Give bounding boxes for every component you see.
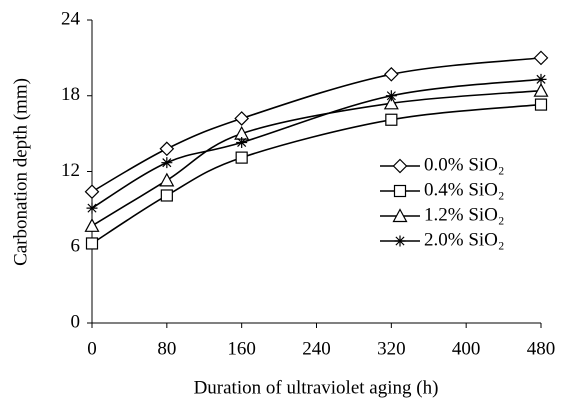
marker <box>84 184 100 200</box>
marker <box>392 208 408 223</box>
marker <box>159 141 175 157</box>
y-tick-label: 24 <box>61 8 81 29</box>
marker <box>393 184 407 198</box>
series-line <box>91 57 542 193</box>
marker <box>86 202 98 214</box>
legend-label: 1.2% SiO₂ <box>424 204 505 225</box>
legend-label: 2.0% SiO₂ <box>424 229 505 250</box>
x-tick-label: 80 <box>157 338 176 359</box>
marker <box>533 82 549 97</box>
series-line <box>91 103 542 245</box>
x-tick-label: 320 <box>377 338 406 359</box>
marker <box>235 151 248 164</box>
marker <box>236 136 248 148</box>
marker <box>392 158 408 174</box>
marker <box>535 73 547 85</box>
series-line <box>91 78 542 209</box>
marker <box>85 237 99 250</box>
x-tick-label: 160 <box>227 338 256 359</box>
legend-label: 0.4% SiO₂ <box>424 179 505 200</box>
marker <box>534 98 548 111</box>
marker <box>84 218 100 232</box>
x-axis-label: Duration of ultraviolet aging (h) <box>194 377 439 398</box>
marker <box>394 235 406 247</box>
marker <box>161 157 173 169</box>
marker <box>160 189 173 202</box>
x-tick-label: 480 <box>527 338 556 359</box>
series-line <box>91 89 542 227</box>
x-tick-label: 240 <box>302 338 331 359</box>
y-axis-label: Carbonation depth (mm) <box>10 78 31 266</box>
y-tick-label: 6 <box>71 236 81 257</box>
marker <box>383 66 399 82</box>
marker <box>159 172 175 187</box>
marker <box>385 90 397 102</box>
marker <box>383 95 399 110</box>
marker <box>385 113 398 126</box>
marker <box>234 111 250 126</box>
y-tick-label: 18 <box>61 84 80 105</box>
x-tick-label: 400 <box>452 338 481 359</box>
y-tick-label: 12 <box>61 160 80 181</box>
y-tick-label: 0 <box>71 311 81 332</box>
marker <box>533 50 549 66</box>
x-tick-label: 0 <box>87 338 97 359</box>
legend-label: 0.0% SiO₂ <box>424 154 505 175</box>
